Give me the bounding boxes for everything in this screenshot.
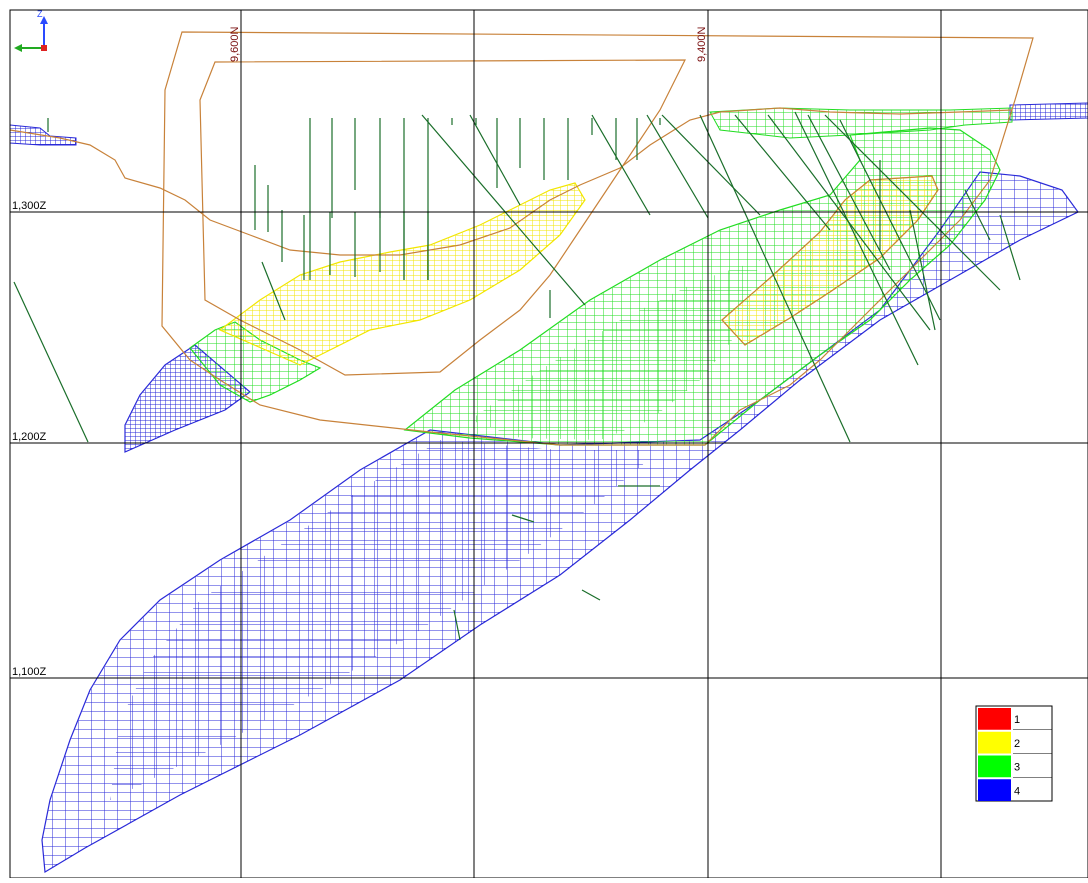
drillhole-trace	[646, 114, 709, 219]
orientation-triad-icon: Z	[14, 9, 48, 52]
drillhole-trace	[999, 214, 1021, 281]
pit-outline-yellow-right	[721, 175, 939, 346]
class-4-right-fragment	[1009, 102, 1088, 121]
legend-swatch	[978, 779, 1011, 801]
grid-label-elevation: 1,300Z	[12, 200, 47, 212]
topography-line	[9, 107, 1013, 256]
legend: 1 2 3 4	[975, 705, 1053, 802]
triad-axis-label: Z	[37, 9, 43, 19]
legend-swatch	[978, 755, 1011, 778]
drillhole-trace	[909, 209, 936, 331]
drillhole-trace	[581, 589, 601, 601]
legend-label: 4	[1014, 785, 1020, 797]
drillhole-trace	[469, 114, 521, 206]
grid-labels: 9,600N 9,400N 1,300Z 1,200Z 1,100Z	[12, 26, 708, 678]
grid-label-elevation: 1,100Z	[12, 666, 47, 678]
drillhole-trace	[839, 119, 941, 321]
legend-label: 2	[1014, 738, 1020, 750]
legend-swatch	[978, 731, 1011, 754]
drillhole-trace	[734, 114, 831, 231]
drillhole-trace	[699, 114, 851, 443]
grid-label-easting: 9,600N	[229, 26, 241, 62]
drillhole-trace	[661, 114, 761, 216]
drillhole-trace	[807, 114, 891, 271]
legend-label: 1	[1014, 714, 1020, 726]
class-3-lower-coarse	[470, 260, 760, 440]
drillhole-trace	[591, 114, 651, 216]
class-4-inner-coarse	[110, 440, 660, 800]
grid-label-elevation: 1,200Z	[12, 431, 47, 443]
drillhole-trace	[13, 281, 89, 443]
pit-outlines	[9, 31, 1034, 446]
legend-label: 3	[1014, 762, 1020, 774]
drillhole-trace	[794, 111, 919, 366]
drillhole-trace	[453, 609, 461, 641]
drillhole-trace	[511, 514, 535, 523]
drillhole-traces	[13, 111, 1021, 641]
class-2-left-lens	[218, 182, 586, 366]
drillhole-trace	[824, 114, 1001, 291]
legend-swatch	[978, 708, 1011, 730]
class-3-upper-band	[709, 107, 1013, 139]
drillhole-trace	[421, 114, 586, 306]
drillhole-trace	[261, 261, 286, 321]
drillhole-trace	[964, 189, 991, 241]
grid-label-easting: 9,400N	[696, 26, 708, 62]
pit-outline-inner	[199, 59, 686, 376]
pit-outline-outer	[161, 31, 1034, 446]
